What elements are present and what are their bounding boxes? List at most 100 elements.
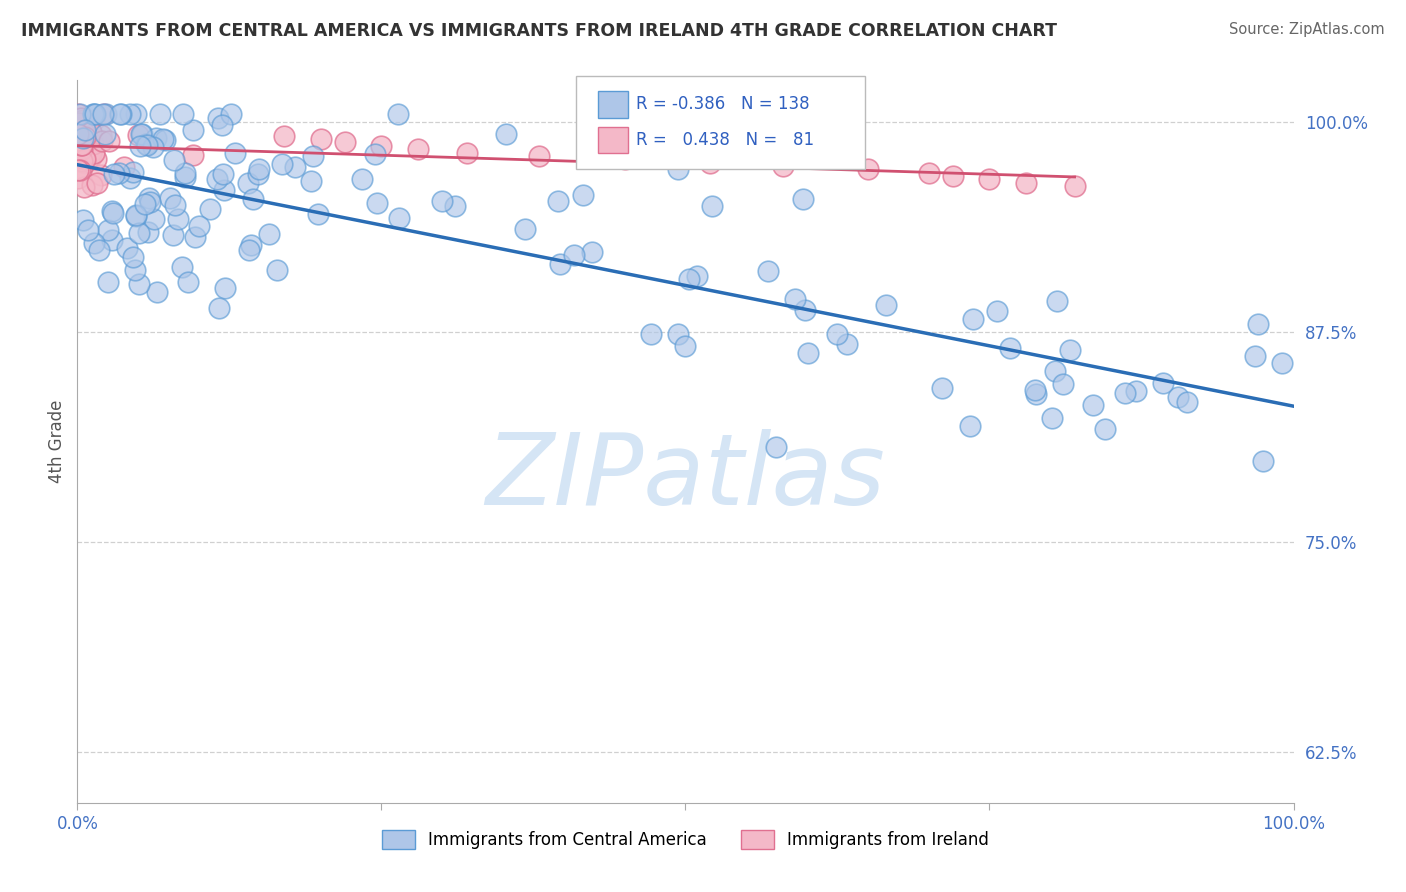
Point	[1271, 356, 1294, 370]
Point	[82, 137, 104, 152]
Point	[200, 202, 222, 216]
Point	[1059, 343, 1081, 358]
Point	[72, 134, 94, 148]
Point	[793, 303, 815, 318]
Point	[83, 235, 105, 250]
Point	[141, 140, 163, 154]
Point	[959, 418, 981, 433]
Point	[307, 206, 329, 220]
Point	[163, 153, 186, 167]
Point	[125, 208, 148, 222]
Point	[67, 117, 90, 131]
Point	[875, 298, 897, 312]
Point	[142, 212, 165, 227]
Point	[366, 196, 388, 211]
Point	[93, 107, 115, 121]
Point	[94, 127, 117, 141]
Point	[72, 150, 94, 164]
Point	[640, 327, 662, 342]
Point	[259, 227, 281, 241]
Point	[1251, 454, 1274, 468]
Point	[70, 142, 93, 156]
Point	[94, 107, 117, 121]
Point	[101, 203, 124, 218]
Point	[1046, 293, 1069, 308]
Point	[70, 152, 93, 166]
Point	[69, 112, 91, 126]
Text: IMMIGRANTS FROM CENTRAL AMERICA VS IMMIGRANTS FROM IRELAND 4TH GRADE CORRELATION: IMMIGRANTS FROM CENTRAL AMERICA VS IMMIG…	[21, 22, 1057, 40]
Point	[75, 136, 97, 150]
Text: ZIPatlas: ZIPatlas	[485, 429, 886, 526]
Point	[785, 293, 807, 307]
Point	[273, 128, 295, 143]
Point	[837, 336, 859, 351]
Point	[86, 176, 108, 190]
Point	[83, 112, 105, 127]
Point	[581, 245, 603, 260]
Point	[562, 248, 585, 262]
Point	[443, 199, 465, 213]
Point	[80, 145, 103, 159]
Point	[986, 303, 1008, 318]
Point	[77, 223, 100, 237]
Point	[110, 107, 132, 121]
Point	[136, 225, 159, 239]
Point	[387, 107, 409, 121]
Point	[120, 107, 142, 121]
Point	[80, 143, 103, 157]
Point	[666, 327, 689, 342]
Point	[83, 146, 105, 161]
Point	[207, 112, 229, 126]
Point	[979, 172, 1001, 186]
Point	[1052, 376, 1074, 391]
Point	[167, 212, 190, 227]
Point	[152, 132, 174, 146]
Point	[162, 227, 184, 242]
Point	[90, 168, 112, 182]
Point	[66, 136, 89, 151]
Point	[270, 157, 292, 171]
Point	[66, 153, 89, 168]
Point	[72, 124, 94, 138]
Point	[73, 129, 96, 144]
Point	[942, 169, 965, 183]
Point	[247, 167, 270, 181]
Point	[352, 172, 374, 186]
Point	[529, 149, 551, 163]
Point	[165, 198, 187, 212]
Point	[77, 144, 100, 158]
Point	[103, 167, 125, 181]
Point	[80, 145, 103, 159]
Point	[159, 191, 181, 205]
Point	[699, 155, 721, 169]
Point	[72, 151, 94, 165]
Point	[1177, 395, 1199, 409]
Point	[90, 128, 112, 142]
Point	[67, 162, 90, 177]
Point	[1043, 364, 1066, 378]
Point	[388, 211, 411, 225]
Point	[172, 260, 194, 274]
Point	[284, 160, 307, 174]
Point	[242, 192, 264, 206]
Point	[66, 128, 89, 142]
Point	[613, 153, 636, 167]
Point	[212, 167, 235, 181]
Point	[145, 130, 167, 145]
Point	[188, 219, 211, 233]
Point	[79, 150, 101, 164]
Text: R =   0.438   N =   81: R = 0.438 N = 81	[636, 131, 814, 149]
Point	[73, 131, 96, 145]
Point	[138, 191, 160, 205]
Point	[66, 149, 89, 163]
Point	[673, 339, 696, 353]
Point	[72, 131, 94, 145]
Point	[1040, 411, 1063, 425]
Point	[177, 275, 200, 289]
Point	[181, 123, 204, 137]
Point	[67, 116, 90, 130]
Point	[136, 138, 159, 153]
Point	[70, 153, 93, 168]
Point	[82, 178, 104, 192]
Point	[236, 176, 259, 190]
